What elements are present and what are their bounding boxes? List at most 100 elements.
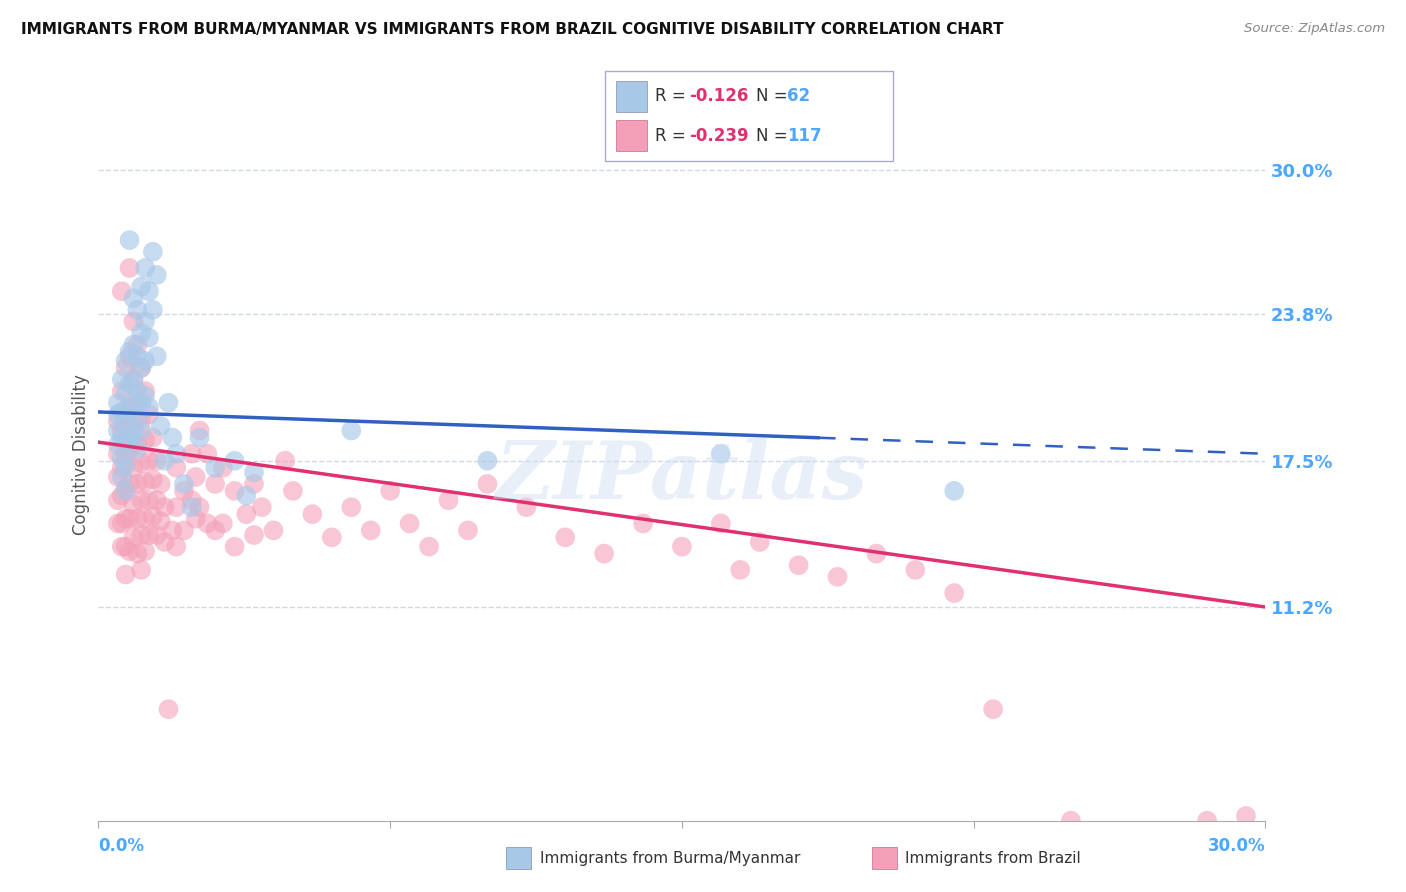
Point xyxy=(235,507,257,521)
Point xyxy=(107,414,129,428)
Point xyxy=(129,563,152,577)
Point xyxy=(122,530,145,544)
Point xyxy=(224,454,246,468)
Point xyxy=(477,477,499,491)
Point xyxy=(107,447,129,461)
Point xyxy=(165,540,187,554)
Point xyxy=(274,454,297,468)
Point xyxy=(111,430,134,444)
Point xyxy=(165,460,187,475)
Point xyxy=(122,372,145,386)
Point xyxy=(180,493,202,508)
Point xyxy=(146,454,169,468)
Point xyxy=(224,540,246,554)
Point xyxy=(457,524,479,538)
Point xyxy=(321,530,343,544)
Point xyxy=(204,477,226,491)
Point xyxy=(114,407,136,421)
Point xyxy=(204,460,226,475)
Point xyxy=(111,460,134,475)
Point xyxy=(340,424,363,438)
Point xyxy=(114,354,136,368)
Point xyxy=(243,466,266,480)
Point xyxy=(118,442,141,456)
Point xyxy=(122,337,145,351)
Point xyxy=(127,384,149,398)
Point xyxy=(118,349,141,363)
Point xyxy=(398,516,420,531)
Point xyxy=(118,377,141,392)
Point xyxy=(127,412,149,426)
Point xyxy=(165,500,187,515)
Point xyxy=(111,451,134,466)
Text: 117: 117 xyxy=(787,127,823,145)
Point xyxy=(111,516,134,531)
Text: ZIPatlas: ZIPatlas xyxy=(496,438,868,516)
Point xyxy=(129,360,152,375)
Point xyxy=(114,447,136,461)
Point xyxy=(111,405,134,419)
Point xyxy=(748,535,770,549)
Point xyxy=(943,586,966,600)
Point xyxy=(943,483,966,498)
Point xyxy=(138,528,160,542)
Point xyxy=(134,433,156,447)
Point xyxy=(138,284,160,298)
Point xyxy=(243,528,266,542)
Point xyxy=(129,528,152,542)
Point xyxy=(134,544,156,558)
Point xyxy=(138,401,160,415)
Point xyxy=(146,493,169,508)
Point xyxy=(153,454,176,468)
Point xyxy=(1137,825,1160,839)
Text: 30.0%: 30.0% xyxy=(1208,837,1265,855)
Point xyxy=(111,489,134,503)
Point xyxy=(118,405,141,419)
Point xyxy=(904,563,927,577)
Point xyxy=(142,472,165,486)
Point xyxy=(142,302,165,317)
Point xyxy=(107,516,129,531)
Point xyxy=(129,414,152,428)
Point xyxy=(250,500,273,515)
Text: Immigrants from Burma/Myanmar: Immigrants from Burma/Myanmar xyxy=(540,851,800,865)
Point xyxy=(111,470,134,484)
Text: Source: ZipAtlas.com: Source: ZipAtlas.com xyxy=(1244,22,1385,36)
Point xyxy=(142,430,165,444)
Point xyxy=(180,500,202,515)
Point xyxy=(224,483,246,498)
Point xyxy=(118,401,141,415)
Point xyxy=(127,442,149,456)
Point xyxy=(204,524,226,538)
Point xyxy=(593,547,616,561)
Point xyxy=(122,291,145,305)
Point xyxy=(184,470,207,484)
Point xyxy=(981,702,1004,716)
Point xyxy=(118,544,141,558)
Point xyxy=(153,500,176,515)
Point xyxy=(127,395,149,409)
Point xyxy=(142,244,165,259)
Point xyxy=(212,460,235,475)
Point xyxy=(114,483,136,498)
Point xyxy=(262,524,284,538)
Point xyxy=(134,512,156,526)
Point xyxy=(129,493,152,508)
Point xyxy=(118,344,141,359)
Point xyxy=(301,507,323,521)
Point xyxy=(111,384,134,398)
Point xyxy=(127,302,149,317)
Point xyxy=(827,570,849,584)
Point xyxy=(107,470,129,484)
Text: R =: R = xyxy=(655,87,692,105)
Point xyxy=(118,512,141,526)
Point xyxy=(157,702,180,716)
Point xyxy=(360,524,382,538)
Point xyxy=(149,477,172,491)
Point xyxy=(134,354,156,368)
Point xyxy=(554,530,576,544)
Point xyxy=(127,349,149,363)
Point xyxy=(107,493,129,508)
Point xyxy=(149,514,172,528)
Point xyxy=(437,493,460,508)
